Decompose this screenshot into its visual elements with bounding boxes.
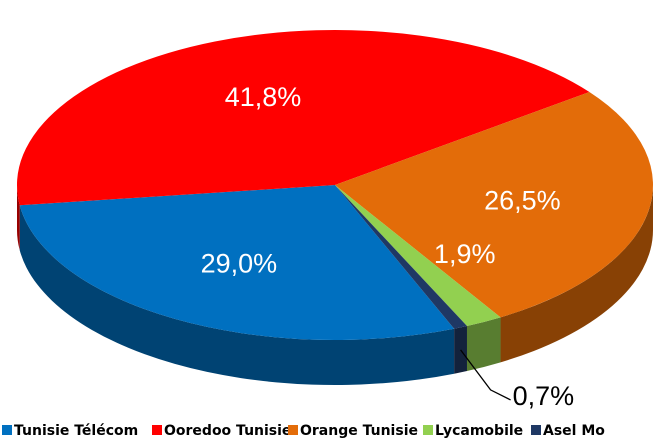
legend-label: Orange Tunisie <box>300 423 418 439</box>
legend-swatch <box>288 425 298 435</box>
data-label: 29,0% <box>201 248 278 278</box>
legend-label: Tunisie Télécom <box>14 423 138 439</box>
slice-side <box>17 185 20 251</box>
legend-label: Lycamobile <box>435 423 523 439</box>
legend-label: Ooredoo Tunisie <box>164 423 291 439</box>
legend-swatch <box>423 425 433 435</box>
data-label: 41,8% <box>225 82 302 112</box>
slice <box>335 92 653 318</box>
legend-swatch <box>152 425 162 435</box>
data-label: 1,9% <box>434 239 496 269</box>
slice-side <box>466 317 501 372</box>
slice <box>335 185 467 329</box>
slice <box>17 30 590 206</box>
legend-label: Asel Mo <box>543 423 605 439</box>
leader-line <box>460 349 511 401</box>
slice-side <box>19 205 455 385</box>
slice <box>19 185 455 340</box>
slice <box>335 185 501 327</box>
data-label: 0,7% <box>513 381 575 411</box>
slice-side <box>454 326 467 374</box>
legend-swatch <box>2 425 12 435</box>
data-label: 26,5% <box>484 186 561 216</box>
legend-swatch <box>531 425 541 435</box>
slice-side <box>500 185 653 363</box>
